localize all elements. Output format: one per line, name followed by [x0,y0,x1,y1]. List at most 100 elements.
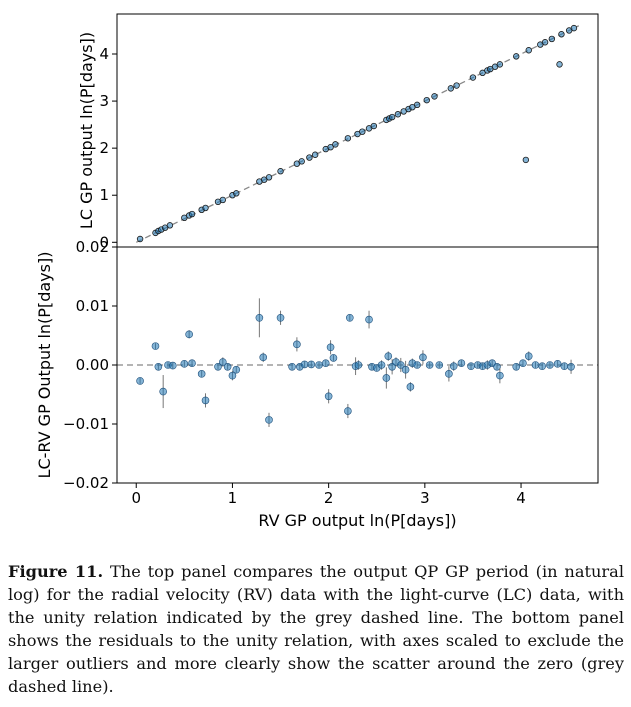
residual-point-29 [329,354,338,362]
top-point-26 [344,135,352,142]
top-point-52 [541,39,549,46]
residual-point-13 [223,362,232,371]
residual-point-5 [168,361,177,370]
xtick-label-3: 3 [420,489,430,507]
bottom-ytick-label-3: 0.01 [76,297,109,315]
top-point-49 [513,53,520,60]
bottom-panel: −0.02 −0.01 0.00 0.01 0.02 0 1 2 3 4 LC-RV GP Outp… [35,238,599,530]
residual-point-61 [519,359,527,368]
residual-point-1 [151,342,160,350]
caption-text: The top panel compares the output QP GP … [8,562,624,696]
top-point-10 [202,204,209,212]
top-ytick-label-2: 2 [99,139,109,157]
residual-point-16 [255,313,264,322]
residual-point-6 [180,360,189,368]
top-point-56 [570,24,578,32]
residual-point-33 [354,361,363,369]
top-point-53 [548,35,556,43]
residual-point-11 [214,362,222,371]
top-point-5 [166,222,174,229]
residual-point-66 [553,360,562,368]
top-point-39 [423,96,430,104]
top-point-24 [327,144,334,151]
top-point-21 [306,154,313,161]
xtick-label-4: 4 [516,489,526,507]
residual-point-68 [567,362,575,371]
residual-point-43 [401,365,410,374]
residual-point-27 [324,392,333,401]
top-ytick-label-3: 3 [99,92,109,110]
top-point-40 [431,93,438,100]
top-ytick-label-1: 1 [99,186,109,204]
top-ytick-label-4: 4 [99,45,109,63]
residual-point-8 [188,359,196,368]
xtick-label-2: 2 [324,489,334,507]
residual-point-38 [382,374,391,382]
residual-point-18 [265,416,273,424]
residual-point-64 [538,362,547,370]
top-point-57 [522,156,530,164]
top-ytick-label-0: 0 [99,233,109,251]
top-point-22 [311,151,319,158]
residual-point-60 [512,362,521,371]
residual-point-17 [259,353,268,362]
residual-point-26 [321,359,330,368]
residual-point-51 [449,362,458,370]
xtick-label-1: 1 [228,489,238,507]
top-point-25 [332,141,339,148]
top-point-54 [558,31,565,38]
residual-point-10 [201,396,210,405]
top-point-14 [233,190,240,197]
top-point-12 [219,196,227,204]
residual-point-25 [315,361,323,369]
residual-point-53 [467,362,475,370]
top-point-48 [496,61,504,68]
residual-point-0 [136,377,144,385]
residual-point-21 [293,340,301,349]
residual-point-3 [159,387,167,396]
residual-point-15 [232,365,241,374]
residual-point-44 [406,383,415,391]
bottom-ytick-label-1: −0.01 [63,415,109,433]
residual-point-20 [288,362,296,371]
top-point-50 [525,47,532,54]
top-point-34 [394,111,402,118]
top-point-30 [370,122,378,130]
residual-point-28 [326,343,335,352]
residual-point-23 [300,360,309,369]
residual-point-9 [197,370,206,378]
top-point-42 [453,82,460,89]
residual-point-2 [154,362,163,371]
top-point-38 [413,101,421,109]
top-ylabel: LC GP output ln(P[days]) [77,32,96,229]
residual-point-67 [560,362,569,370]
top-point-58 [556,61,563,68]
top-point-33 [388,113,396,121]
residual-point-46 [413,361,421,369]
top-point-41 [447,85,455,92]
residual-point-48 [425,361,434,369]
top-point-43 [469,74,477,81]
residual-point-50 [445,370,453,378]
figure-caption: Figure 11. The top panel compares the ou… [8,560,624,698]
residual-point-59 [496,371,504,380]
residual-point-39 [384,352,393,360]
residual-point-49 [435,361,444,369]
residual-point-31 [346,313,354,322]
bottom-ytick-label-0: −0.02 [63,474,109,492]
xlabel: RV GP output ln(P[days]) [258,511,456,530]
xtick-label-0: 0 [131,489,141,507]
top-panel: 0 1 2 3 4LC GP output ln(P[days]) [77,13,599,251]
top-point-0 [136,235,144,243]
residual-point-47 [419,353,427,362]
bottom-ytick-label-2: 0.00 [76,356,109,374]
residual-point-34 [365,315,373,324]
top-point-18 [277,168,284,175]
top-point-17 [265,174,273,181]
residual-point-62 [524,352,533,360]
caption-label: Figure 11. [8,562,104,581]
top-point-8 [188,210,196,218]
residual-point-63 [531,361,540,369]
top-point-28 [359,128,366,135]
